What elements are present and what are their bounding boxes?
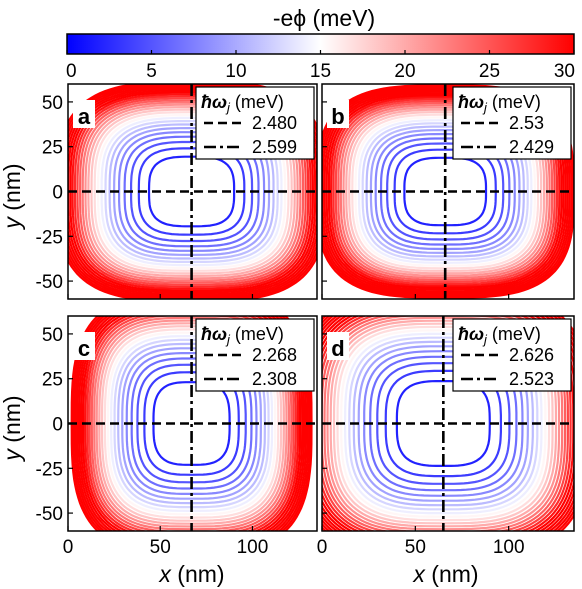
panel-letter-box [327,332,349,360]
colorbar-tick-label: 30 [554,61,575,82]
panel-c: 0 50 100 50 25 0 -25 -50 c ħωj (meV)2.268 2.308 [36,315,318,558]
y-axis-label-bottom: y (nm) [0,395,25,462]
y-tick-label: -50 [36,272,63,293]
colorbar-label: -eϕ (meV) [273,5,375,31]
legend-value: 2.523 [509,369,554,389]
legend: ħωj (meV)2.53 2.429 [452,86,572,160]
y-axis-label-top: y (nm) [0,163,25,230]
contour-line [77,316,306,531]
legend-title: ħωj (meV) [458,324,541,347]
x-axis-label-right: x (nm) [412,561,478,587]
panel-a: 50 25 0 -25 -50 a ħωj (meV)2.480 2.599 [36,83,318,300]
legend-value: 2.308 [252,369,297,389]
panel-d: 0 50 100 d ħωj (meV)2.626 2.523 [317,315,575,558]
legend: ħωj (meV)2.268 2.308 [195,318,315,392]
y-tick-label: -25 [36,459,63,480]
y-tick-label: -50 [36,504,63,525]
x-tick-label: 0 [63,537,74,558]
panel-letter: b [331,104,344,129]
y-tick-label: 0 [52,415,63,436]
panel-b: b ħωj (meV)2.53 2.429 [321,83,575,300]
panel-letter: a [78,104,91,129]
legend-value: 2.268 [252,345,297,365]
y-tick-label: 50 [42,325,63,346]
panel-letter-box [327,100,349,128]
panel-letter: c [78,336,90,361]
legend: ħωj (meV)2.480 2.599 [195,86,315,160]
y-tick-label: 50 [42,93,63,114]
contour-line [79,316,304,531]
legend-value: 2.480 [252,113,297,133]
contour-line [75,316,308,531]
y-tick-label: -25 [36,227,63,248]
colorbar-ticks: 0 5 10 15 20 25 30 [66,50,575,82]
x-tick-label: 50 [405,537,426,558]
legend-box [195,318,315,392]
colorbar-tick-label: 5 [146,61,157,82]
axis-labels: y (nm) y (nm) x (nm) x (nm) [0,163,479,587]
y-tick-label: 25 [42,138,63,159]
x-tick-label: 0 [317,537,328,558]
x-tick-label: 100 [493,537,525,558]
legend-title: ħωj (meV) [201,92,284,115]
colorbar-tick-label: 20 [394,61,415,82]
colorbar: -eϕ (meV) 0 5 10 15 20 25 30 [66,5,575,82]
colorbar-tick-label: 0 [66,61,77,82]
x-axis-label-left: x (nm) [158,561,224,587]
colorbar-tick-label: 25 [479,61,500,82]
legend-value: 2.599 [252,137,297,157]
y-tick-label: 25 [42,370,63,391]
legend-value: 2.53 [509,113,544,133]
panel-letter: d [331,336,344,361]
colorbar-tick-label: 15 [310,61,331,82]
panel-letter-box [73,100,95,128]
panel-letter-box [73,332,95,360]
contour-line [147,155,236,228]
legend: ħωj (meV)2.626 2.523 [452,318,572,392]
x-tick-label: 50 [150,537,171,558]
legend-title: ħωj (meV) [201,324,284,347]
colorbar-tick-label: 10 [225,61,246,82]
legend-value: 2.626 [509,345,554,365]
legend-value: 2.429 [509,137,554,157]
x-tick-label: 100 [237,537,269,558]
y-tick-label: 0 [52,183,63,204]
legend-title: ħωj (meV) [458,92,541,115]
contour-line [403,156,488,227]
contour-line [322,316,572,531]
